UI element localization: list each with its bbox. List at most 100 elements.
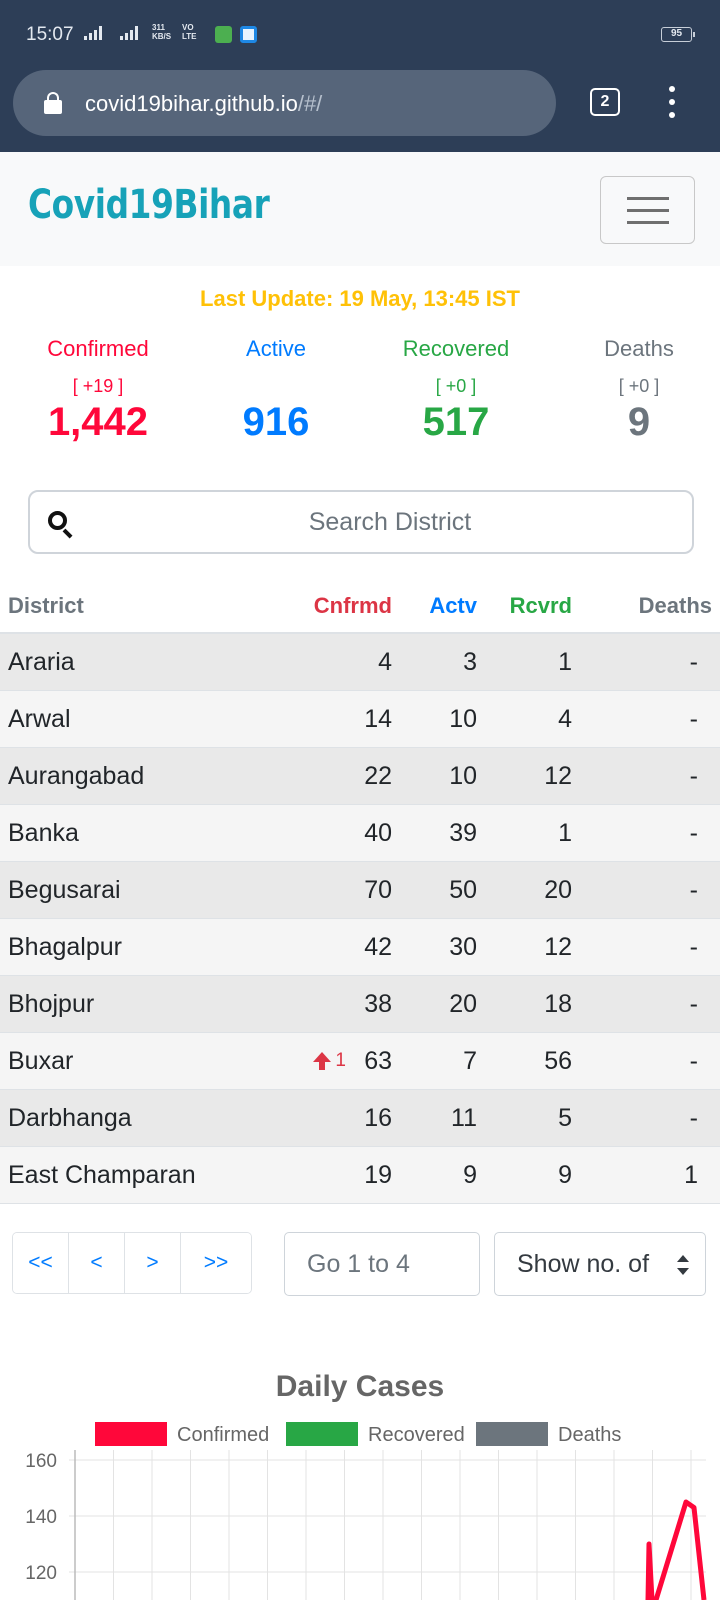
cell-recovered: 9 (558, 1160, 572, 1189)
table-row[interactable]: Banka 40 39 1 - (0, 805, 720, 862)
address-bar[interactable]: covid19bihar.github.io/#/ (13, 70, 556, 136)
rows-per-page-value: Show no. of (517, 1249, 650, 1278)
cell-district: East Champaran (8, 1160, 196, 1189)
stat-recovered: Recovered [ +0 ] 517 (366, 336, 546, 445)
status-bar: 15:07 311 KB/S VO LTE 95 (0, 0, 720, 68)
volte-indicator: VO LTE (182, 23, 197, 41)
cell-deaths: 1 (684, 1160, 698, 1189)
cell-confirmed: 19 (364, 1160, 392, 1189)
stat-active: Active 916 (186, 336, 366, 445)
table-row[interactable]: East Champaran 19 9 9 1 (0, 1147, 720, 1204)
legend-swatch-deaths[interactable] (476, 1422, 548, 1446)
cell-district: Begusarai (8, 875, 121, 904)
cell-deaths: - (689, 1103, 698, 1132)
stat-active-delta (186, 376, 366, 398)
cell-district: Arwal (8, 704, 71, 733)
status-time: 15:07 (26, 24, 74, 45)
district-table: District Cnfrmd Actv Rcvrd Deaths Araria… (0, 580, 720, 1204)
header-deaths[interactable]: Deaths (638, 593, 712, 618)
cell-confirmed: 14 (364, 704, 392, 733)
table-row[interactable]: Buxar 63 7 56 - 1 (0, 1033, 720, 1090)
cell-deaths: - (689, 1046, 698, 1075)
rows-per-page-select[interactable]: Show no. of (494, 1232, 706, 1296)
header-recovered[interactable]: Rcvrd (509, 593, 572, 618)
stat-confirmed: Confirmed [ +19 ] 1,442 (8, 336, 188, 445)
stats-summary: Confirmed [ +19 ] 1,442 Active 916 Recov… (0, 336, 720, 456)
cell-active: 20 (449, 989, 477, 1018)
table-row[interactable]: Bhojpur 38 20 18 - (0, 976, 720, 1033)
brand-logo[interactable]: Covid19Bihar (28, 182, 270, 228)
stat-deaths-value: 9 (627, 400, 651, 444)
cell-confirmed: 16 (364, 1103, 392, 1132)
cell-confirmed: 63 (364, 1046, 392, 1075)
stat-deaths-label: Deaths (604, 336, 674, 361)
search-district-input[interactable] (90, 496, 690, 548)
legend-swatch-recovered[interactable] (286, 1422, 358, 1446)
cell-confirmed: 40 (364, 818, 392, 847)
table-body: Araria 4 3 1- Arwal 14 10 4- Aurangabad 22 10 12- Ba… (0, 634, 720, 1204)
next-page-button[interactable]: > (125, 1233, 181, 1293)
legend-label-confirmed[interactable]: Confirmed (177, 1424, 269, 1446)
goto-page-input[interactable] (285, 1233, 479, 1295)
cell-active: 3 (463, 647, 477, 676)
battery-icon: 95 (661, 27, 695, 42)
menu-toggle-button[interactable] (600, 176, 695, 244)
y-tick-label: 120 (25, 1563, 57, 1584)
stat-recovered-label: Recovered (402, 336, 510, 361)
cell-district: Banka (8, 818, 79, 847)
more-options-icon[interactable] (662, 86, 682, 118)
stat-deaths-delta: [ +0 ] (618, 376, 660, 396)
last-update-text: Last Update: 19 May, 13:45 IST (200, 286, 520, 311)
cell-deaths: - (689, 761, 698, 790)
cell-deaths: - (689, 989, 698, 1018)
header-district[interactable]: District (8, 593, 84, 618)
select-caret-icon (677, 1255, 689, 1275)
cell-deaths: - (689, 647, 698, 676)
last-page-button[interactable]: >> (181, 1233, 251, 1293)
table-row[interactable]: Arwal 14 10 4 - (0, 691, 720, 748)
cell-deaths: - (689, 704, 698, 733)
cell-active: 10 (449, 761, 477, 790)
cell-district: Bhagalpur (8, 932, 122, 961)
cell-confirmed: 70 (364, 875, 392, 904)
lock-icon (44, 92, 62, 114)
table-row[interactable]: Darbhanga 16 11 5 - (0, 1090, 720, 1147)
cell-recovered: 1 (558, 818, 572, 847)
table-row[interactable]: Aurangabad 22 10 12 - (0, 748, 720, 805)
url-text[interactable]: covid19bihar.github.io/#/ (85, 91, 323, 116)
cell-recovered: 5 (558, 1103, 572, 1132)
cell-district: Bhojpur (8, 989, 95, 1018)
header-confirmed[interactable]: Cnfrmd (313, 593, 392, 618)
cell-district: Araria (8, 647, 75, 676)
cell-active: 9 (463, 1160, 477, 1189)
prev-page-button[interactable]: < (69, 1233, 125, 1293)
table-row[interactable]: Begusarai 70 50 20 - (0, 862, 720, 919)
cell-deaths: - (689, 932, 698, 961)
cell-recovered: 1 (558, 647, 572, 676)
table-row[interactable]: Bhagalpur 42 30 12 - (0, 919, 720, 976)
cell-district: Buxar (8, 1046, 74, 1075)
search-box (28, 490, 694, 554)
cell-confirmed: 22 (364, 761, 392, 790)
first-page-button[interactable]: << (13, 1233, 69, 1293)
cell-active: 11 (451, 1103, 477, 1132)
confirmed-delta: 1 (313, 1033, 346, 1089)
pagination: << < > >> (12, 1232, 252, 1294)
search-icon (48, 511, 74, 539)
table-row[interactable]: Araria 4 3 1 - (0, 634, 720, 691)
y-tick-label: 140 (25, 1507, 57, 1528)
cell-district: Darbhanga (8, 1103, 132, 1132)
tab-switcher-button[interactable]: 2 (590, 88, 620, 116)
stat-active-value: 916 (242, 400, 310, 444)
header-active[interactable]: Actv (429, 593, 477, 618)
cell-district: Aurangabad (8, 761, 145, 790)
cell-deaths: - (689, 875, 698, 904)
legend-label-recovered[interactable]: Recovered (368, 1424, 465, 1446)
browser-toolbar: covid19bihar.github.io/#/ 2 (0, 68, 720, 152)
stat-active-label: Active (246, 336, 306, 361)
legend-label-deaths[interactable]: Deaths (558, 1424, 621, 1446)
stat-recovered-delta: [ +0 ] (435, 376, 477, 396)
cell-confirmed: 4 (378, 647, 392, 676)
legend-swatch-confirmed[interactable] (95, 1422, 167, 1446)
cell-active: 30 (449, 932, 477, 961)
